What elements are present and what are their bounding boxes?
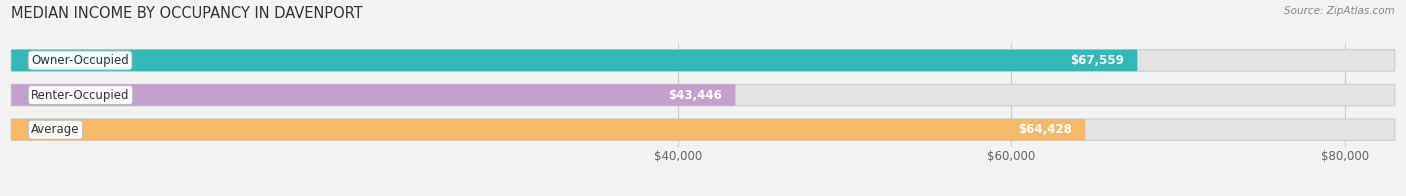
Text: Owner-Occupied: Owner-Occupied — [31, 54, 129, 67]
FancyBboxPatch shape — [11, 50, 1395, 71]
Text: Source: ZipAtlas.com: Source: ZipAtlas.com — [1284, 6, 1395, 16]
Text: $64,428: $64,428 — [1018, 123, 1071, 136]
FancyBboxPatch shape — [11, 119, 1395, 140]
FancyBboxPatch shape — [11, 50, 1137, 71]
Text: MEDIAN INCOME BY OCCUPANCY IN DAVENPORT: MEDIAN INCOME BY OCCUPANCY IN DAVENPORT — [11, 6, 363, 21]
Text: $43,446: $43,446 — [668, 89, 723, 102]
FancyBboxPatch shape — [11, 84, 735, 106]
FancyBboxPatch shape — [11, 119, 1085, 140]
FancyBboxPatch shape — [11, 84, 1395, 106]
Text: Average: Average — [31, 123, 80, 136]
Text: $67,559: $67,559 — [1070, 54, 1123, 67]
Text: Renter-Occupied: Renter-Occupied — [31, 89, 129, 102]
